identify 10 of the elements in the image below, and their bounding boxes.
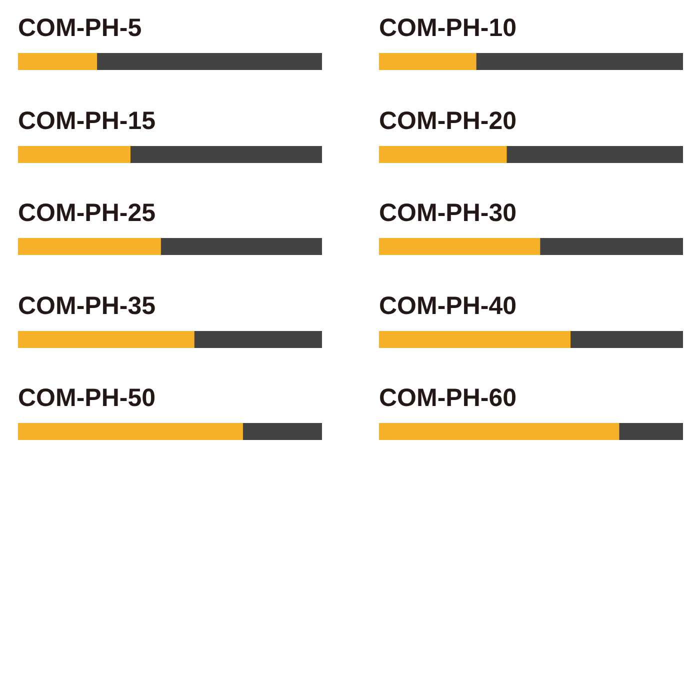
chart-title: COM-PH-5	[18, 14, 142, 42]
chart-title: COM-PH-50	[18, 384, 156, 412]
chart-title: COM-PH-35	[18, 292, 156, 320]
chart-title: COM-PH-40	[379, 292, 517, 320]
chart-title: COM-PH-25	[18, 199, 156, 227]
chart-title: COM-PH-30	[379, 199, 517, 227]
chart-title: COM-PH-20	[379, 106, 517, 134]
chart-title: COM-PH-10	[379, 14, 517, 42]
chart-title: COM-PH-15	[18, 106, 156, 134]
chart-title: COM-PH-60	[379, 384, 517, 412]
